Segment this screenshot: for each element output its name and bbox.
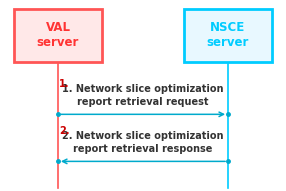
Text: 2. Network slice optimization
report retrieval response: 2. Network slice optimization report ret… bbox=[62, 131, 224, 154]
FancyBboxPatch shape bbox=[14, 9, 102, 62]
Text: 2.: 2. bbox=[59, 126, 70, 136]
Text: NSCE
server: NSCE server bbox=[207, 21, 249, 49]
Text: VAL
server: VAL server bbox=[37, 21, 79, 49]
FancyBboxPatch shape bbox=[184, 9, 272, 62]
Text: 1.: 1. bbox=[59, 79, 70, 89]
Text: 1. Network slice optimization
report retrieval request: 1. Network slice optimization report ret… bbox=[62, 84, 224, 107]
